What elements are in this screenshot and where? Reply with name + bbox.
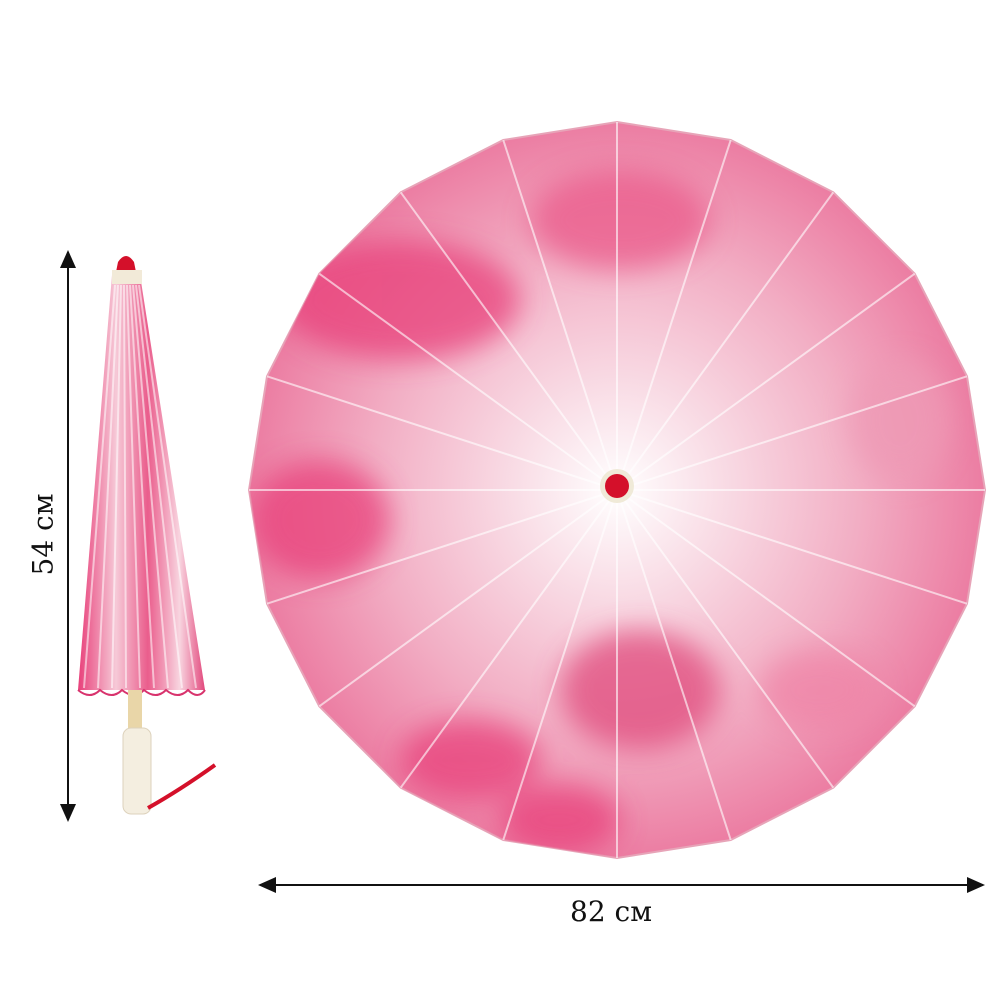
canopy-rib (399, 191, 618, 491)
width-dimension-label: 82 см (570, 895, 652, 928)
canopy-rib (318, 489, 618, 708)
closed-rib (138, 284, 197, 689)
canopy-rib (266, 375, 618, 491)
canopy-rib (502, 139, 618, 491)
closed-umbrella (77, 256, 217, 815)
canopy-rib (502, 489, 618, 841)
closed-rib (97, 284, 119, 689)
closed-rib (135, 284, 183, 689)
canopy-rib (616, 375, 968, 491)
canopy-rib (616, 139, 732, 491)
canopy-rib (616, 489, 968, 605)
canopy-rib (266, 489, 618, 605)
height-dimension-label: 54 см (26, 493, 60, 576)
canopy-rib (616, 489, 916, 708)
closed-rib (132, 284, 169, 689)
closed-rib (129, 284, 155, 689)
canopy-rib (616, 489, 835, 789)
canopy-rib (399, 489, 618, 789)
closed-rib (126, 284, 141, 689)
closed-rib (111, 284, 122, 689)
closed-rib (123, 284, 127, 689)
canopy-rib (616, 489, 732, 841)
canopy-rib (616, 191, 835, 491)
closed-rib (83, 284, 116, 689)
canopy-rib (318, 272, 618, 491)
canopy-rib (616, 272, 916, 491)
open-umbrella (247, 120, 987, 860)
